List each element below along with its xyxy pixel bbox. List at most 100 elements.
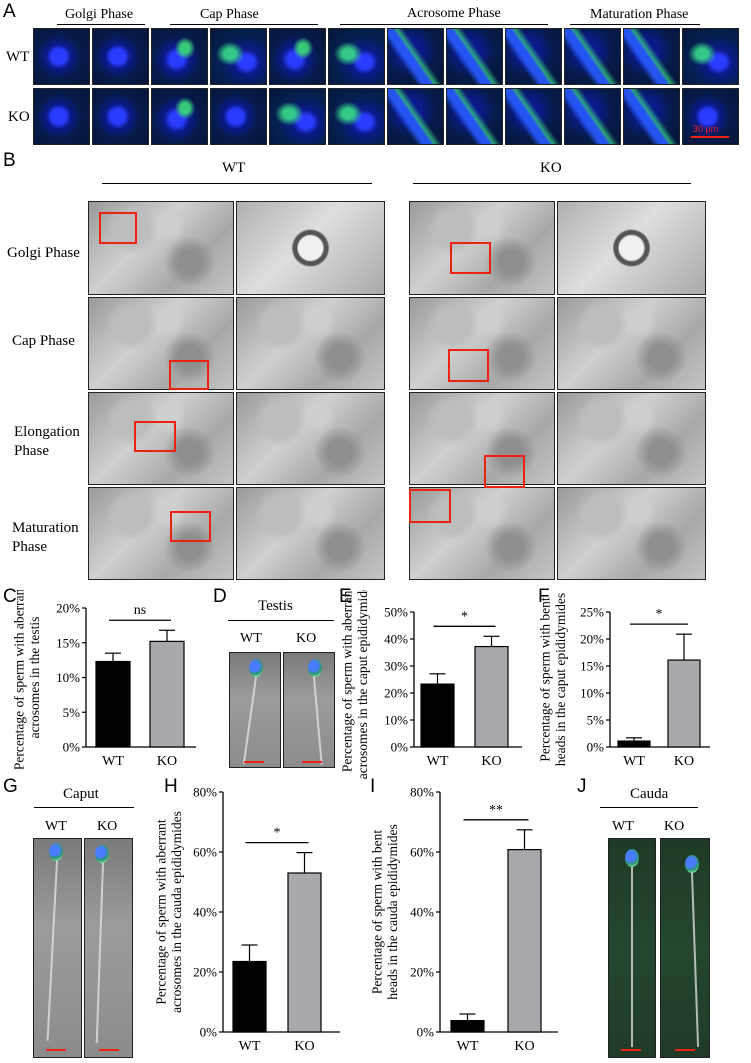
bar bbox=[507, 848, 542, 1033]
bar bbox=[287, 872, 322, 1033]
sperm-image bbox=[283, 652, 335, 768]
fluorescence-image bbox=[269, 88, 326, 145]
em-image bbox=[88, 392, 234, 485]
chart-h: 0% 20% 40% 60% 80% WT KO * Percentage of sperm w… bbox=[153, 785, 340, 1054]
y-tick-label: 25% bbox=[580, 605, 604, 620]
fluorescence-image: 30 μm bbox=[682, 88, 739, 145]
fluorescence-image bbox=[210, 28, 267, 85]
y-tick-label: 0% bbox=[200, 1025, 218, 1040]
row-label-maturation: Maturation Phase bbox=[12, 520, 79, 555]
sperm-image bbox=[84, 838, 133, 1058]
phase-header-acrosome: Acrosome Phase bbox=[407, 6, 501, 21]
bar bbox=[420, 683, 455, 748]
fluorescence-image bbox=[269, 28, 326, 85]
y-tick-label: 20% bbox=[193, 965, 217, 980]
significance-label: ns bbox=[134, 603, 146, 618]
y-tick-label: 60% bbox=[193, 845, 217, 860]
phase-header-maturation: Maturation Phase bbox=[590, 7, 689, 22]
em-image bbox=[557, 297, 706, 390]
scalebar-label: 30 μm bbox=[693, 124, 719, 134]
roi-box bbox=[484, 455, 525, 488]
x-tick-label: KO bbox=[481, 754, 501, 769]
y-tick-label: 40% bbox=[384, 632, 408, 647]
fluorescence-image bbox=[564, 88, 621, 145]
x-tick-label: WT bbox=[427, 754, 449, 769]
roi-box bbox=[134, 421, 176, 452]
phase-header-golgi: Golgi Phase bbox=[65, 7, 134, 22]
panel-label-i: I bbox=[370, 776, 376, 797]
fluorescence-image bbox=[623, 28, 680, 85]
y-tick-label: 0% bbox=[391, 740, 409, 755]
bar bbox=[474, 645, 509, 748]
panel-g-title: Caput bbox=[63, 786, 99, 802]
fluorescence-image bbox=[387, 88, 444, 145]
chart-i: 0% 20% 40% 60% 80% WT KO ** Percentage of sperm … bbox=[370, 785, 558, 1054]
y-tick-label: 15% bbox=[56, 635, 80, 650]
y-axis-label: Percentage of sperm with bentheads in th… bbox=[370, 824, 400, 999]
panel-label-g: G bbox=[3, 776, 18, 797]
y-axis-label: Percentage of sperm with bentheads in th… bbox=[538, 593, 568, 766]
panel-d-label-wt: WT bbox=[240, 631, 262, 646]
chart-e: 0% 10% 20% 30% 40% 50% WT KO * Percentage of sper… bbox=[339, 590, 522, 779]
significance-label: * bbox=[461, 609, 468, 624]
row-label-elongation: Elongation Phase bbox=[14, 424, 80, 459]
em-image bbox=[88, 297, 234, 390]
em-image bbox=[236, 392, 385, 485]
fluorescence-image bbox=[564, 28, 621, 85]
sperm-image bbox=[33, 838, 82, 1058]
y-tick-label: 20% bbox=[410, 965, 434, 980]
y-tick-label: 60% bbox=[410, 845, 434, 860]
em-image bbox=[409, 487, 555, 580]
y-tick-label: 0% bbox=[417, 1025, 435, 1040]
fluorescence-image bbox=[505, 88, 562, 145]
sperm-image bbox=[229, 652, 281, 768]
bar bbox=[232, 960, 267, 1033]
y-tick-label: 15% bbox=[580, 659, 604, 674]
fluorescence-image bbox=[33, 28, 90, 85]
y-tick-label: 40% bbox=[193, 905, 217, 920]
y-tick-label: 0% bbox=[63, 740, 81, 755]
fluorescence-image bbox=[682, 28, 739, 85]
significance-label: * bbox=[656, 607, 663, 622]
roi-box bbox=[170, 511, 211, 542]
y-tick-label: 30% bbox=[384, 659, 408, 674]
row-label-ko: KO bbox=[8, 109, 30, 125]
roi-box bbox=[409, 489, 451, 523]
bar bbox=[450, 1020, 485, 1033]
panel-label-e: E bbox=[339, 586, 352, 607]
y-axis-label: Percentage of sperm with aberrantacrosom… bbox=[153, 811, 184, 1013]
x-tick-label: WT bbox=[102, 754, 124, 769]
fluorescence-image bbox=[92, 88, 149, 145]
fluorescence-image bbox=[33, 88, 90, 145]
y-tick-label: 20% bbox=[580, 632, 604, 647]
panel-g-label-ko: KO bbox=[97, 819, 118, 834]
panel-j-title: Cauda bbox=[630, 786, 669, 802]
panel-label-b: B bbox=[3, 150, 16, 171]
em-image bbox=[88, 201, 234, 295]
fluorescence-image bbox=[92, 28, 149, 85]
roi-box bbox=[169, 360, 209, 390]
x-tick-label: KO bbox=[514, 1039, 534, 1054]
fluorescence-image bbox=[151, 28, 208, 85]
fluorescence-image bbox=[387, 28, 444, 85]
y-tick-label: 5% bbox=[63, 705, 81, 720]
em-image bbox=[409, 392, 555, 485]
row-label-cap: Cap Phase bbox=[12, 333, 75, 349]
fluorescence-image bbox=[328, 88, 385, 145]
x-tick-label: KO bbox=[157, 754, 177, 769]
x-tick-label: KO bbox=[294, 1039, 314, 1054]
x-tick-label: KO bbox=[674, 754, 694, 769]
fluorescence-image bbox=[328, 28, 385, 85]
bar bbox=[149, 640, 185, 748]
em-image bbox=[409, 201, 555, 295]
significance-label: ** bbox=[489, 803, 503, 818]
y-axis-label: Percentage of sperm with aberrantacrosom… bbox=[339, 590, 370, 779]
fluorescence-image bbox=[446, 88, 503, 145]
chart-f: 0% 5% 10% 15% 20% 25% WT KO * Percentage of sperm… bbox=[538, 593, 710, 769]
y-tick-label: 40% bbox=[410, 905, 434, 920]
significance-label: * bbox=[274, 826, 281, 841]
panel-label-j: J bbox=[577, 776, 587, 797]
y-tick-label: 80% bbox=[193, 785, 217, 800]
group-label-ko: KO bbox=[540, 160, 562, 176]
panel-g-label-wt: WT bbox=[45, 819, 67, 834]
